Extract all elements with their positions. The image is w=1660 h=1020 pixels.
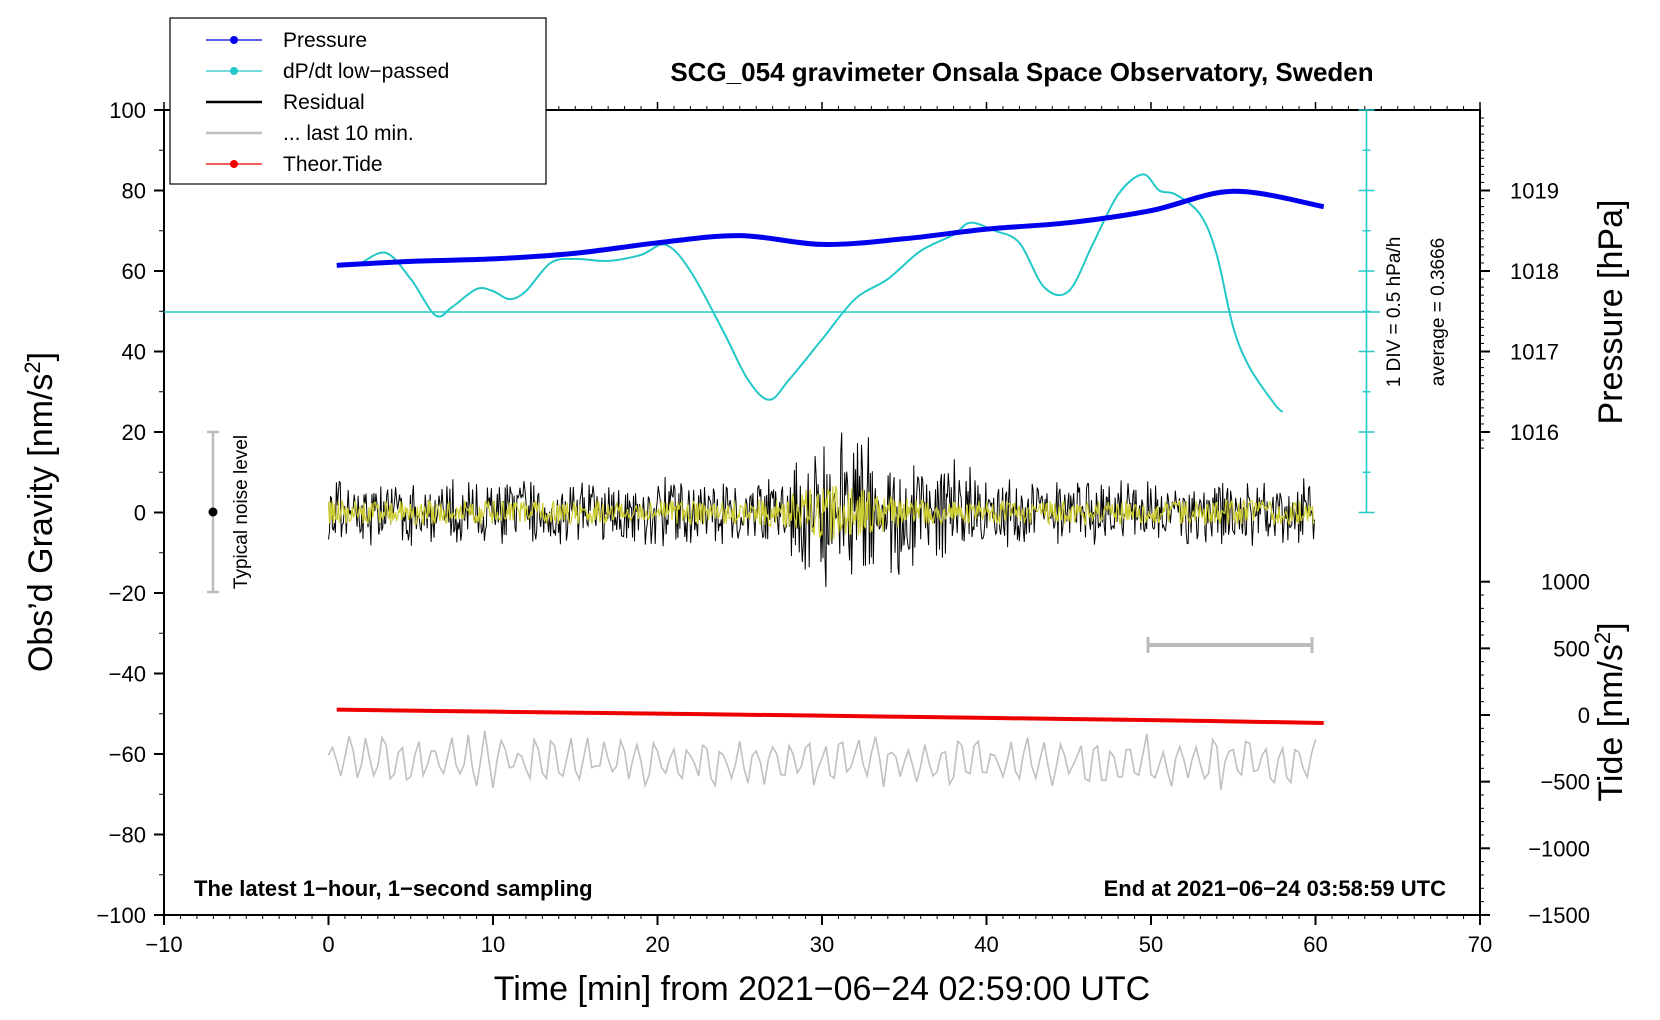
pressure-tick-label: 1018	[1510, 259, 1559, 284]
tick-labels: −10 0 10 20 30 40 50 60 70100806040200−20−40−60−…	[96, 98, 1590, 957]
dpdt-average-label: average = 0.3666	[1428, 238, 1449, 386]
legend-marker	[230, 36, 238, 44]
legend-label: Pressure	[283, 29, 367, 52]
residual-line	[328, 432, 1315, 588]
y-tick-label: −80	[109, 823, 146, 848]
y-tick-label: 80	[122, 179, 146, 204]
tide-tick-label: −1500	[1528, 903, 1590, 928]
dpdt-scale-label: 1 DIV = 0.5 hPa/h	[1384, 237, 1405, 388]
y-axis-label: Obs’d Gravity [nm/s2]	[20, 352, 60, 672]
bottom-right-note: End at 2021−06−24 03:58:59 UTC	[1104, 876, 1447, 901]
tide-line	[336, 707, 1324, 725]
x-tick-label: 10	[481, 932, 505, 957]
pressure-axis-label: Pressure [hPa]	[1592, 200, 1630, 425]
dpdt-scale-bar	[1358, 109, 1375, 514]
x-tick-label: 60	[1303, 932, 1327, 957]
dpdt-line	[360, 173, 1284, 413]
residual-series	[328, 432, 1315, 588]
legend-marker	[230, 160, 238, 168]
y-tick-label: 40	[122, 340, 146, 365]
y-tick-label: −20	[109, 581, 146, 606]
last10-line	[327, 730, 1317, 791]
tide-tick-label: 0	[1578, 703, 1590, 728]
legend-label: dP/dt low−passed	[283, 60, 449, 83]
legend-marker	[230, 67, 238, 75]
dpdt-series	[360, 173, 1284, 413]
pressure-tick-label: 1016	[1510, 420, 1559, 445]
legend: Pressure dP/dt low−passed Residual ... last…	[169, 17, 547, 185]
tide-tick-label: −1000	[1528, 836, 1590, 861]
x-tick-label: 20	[645, 932, 669, 957]
residual-filtered-line	[327, 485, 1315, 541]
noise-label: Typical noise level	[231, 435, 252, 589]
y-tick-label: 60	[122, 259, 146, 284]
x-tick-label: 50	[1139, 932, 1163, 957]
pressure-tick-label: 1017	[1510, 340, 1559, 365]
residual-filtered-series	[327, 485, 1315, 541]
tide-series	[336, 707, 1324, 725]
tide-axis-label: Tide [nm/s2]	[1590, 622, 1630, 801]
x-tick-label: 40	[974, 932, 998, 957]
y-tick-label: −60	[109, 742, 146, 767]
noise-bar	[207, 430, 219, 594]
y-tick-label: 100	[109, 98, 146, 123]
y-tick-label: −40	[109, 662, 146, 687]
x-axis-label: Time [min] from 2021−06−24 02:59:00 UTC	[494, 970, 1150, 1008]
pressure-tick-label: 1019	[1510, 179, 1559, 204]
x-tick-label: 30	[810, 932, 834, 957]
y-tick-label: −100	[96, 903, 146, 928]
legend-label: Residual	[283, 91, 365, 114]
tide-tick-label: 500	[1553, 636, 1590, 661]
last10-series	[327, 730, 1317, 791]
x-tick-label: 0	[322, 932, 334, 957]
last10-bar	[1146, 637, 1314, 653]
bottom-left-note: The latest 1−hour, 1−second sampling	[194, 876, 593, 901]
x-tick-label: −10	[145, 932, 182, 957]
pressure-line	[336, 188, 1325, 268]
y-tick-label: 20	[122, 420, 146, 445]
tide-tick-label: −500	[1540, 770, 1590, 795]
noise-center-dot	[208, 507, 218, 517]
y-tick-label: 0	[134, 501, 146, 526]
pressure-series	[336, 188, 1325, 268]
x-tick-label: 70	[1468, 932, 1492, 957]
legend-label: Theor.Tide	[283, 153, 383, 176]
tide-tick-label: 1000	[1541, 570, 1590, 595]
chart-title: SCG_054 gravimeter Onsala Space Observat…	[670, 57, 1373, 87]
legend-label: ... last 10 min.	[283, 122, 414, 145]
